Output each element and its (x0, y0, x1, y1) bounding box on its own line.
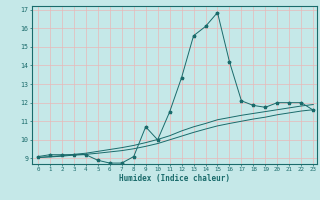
X-axis label: Humidex (Indice chaleur): Humidex (Indice chaleur) (119, 174, 230, 183)
